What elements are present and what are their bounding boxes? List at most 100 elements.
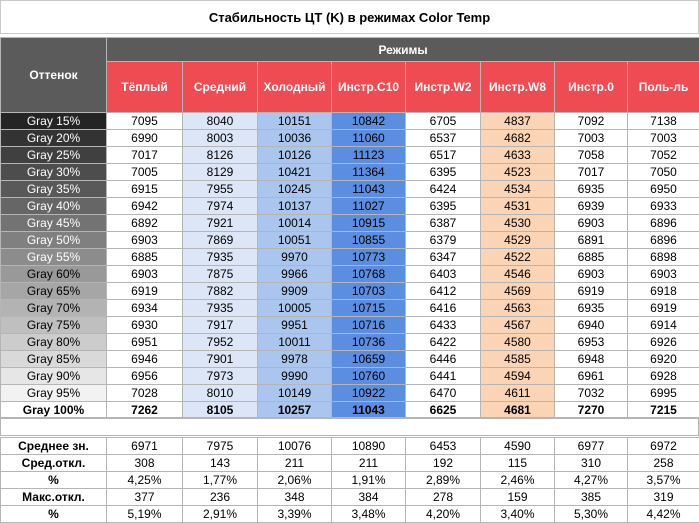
value-cell: 6930: [106, 316, 183, 334]
column-header: Средний: [182, 61, 258, 113]
value-cell: 7017: [106, 146, 183, 164]
value-cell: 4530: [480, 214, 555, 232]
value-cell: 7003: [554, 129, 628, 147]
value-cell: 6940: [554, 316, 628, 334]
value-cell: 6885: [554, 248, 628, 266]
separator-cell: [0, 417, 699, 436]
value-cell: 10768: [331, 265, 406, 283]
value-cell: 6395: [405, 197, 481, 215]
stat-value-cell: 2,06%: [257, 471, 332, 489]
value-cell: 6961: [554, 367, 628, 385]
value-cell: 6395: [405, 163, 481, 181]
value-cell: 6441: [405, 367, 481, 385]
stat-value-cell: 6453: [405, 437, 481, 455]
value-cell: 6470: [405, 384, 481, 402]
value-cell: 10257: [257, 401, 332, 419]
column-header: Инстр.0: [554, 61, 628, 113]
value-cell: 6990: [106, 129, 183, 147]
table-row: Gray 55% 6885 7935 9970 10773 6347 4522 6885 689…: [0, 248, 699, 266]
stat-value-cell: 1,91%: [331, 471, 406, 489]
value-cell: 10842: [331, 112, 406, 130]
value-cell: 6416: [405, 299, 481, 317]
stats-table: Среднее зн. 6971 7975 10076 10890 6453 4590 697…: [0, 437, 699, 523]
value-cell: 6948: [554, 350, 628, 368]
value-cell: 6625: [405, 401, 481, 419]
value-cell: 8003: [182, 129, 258, 147]
row-label-header: Оттенок: [0, 37, 107, 113]
value-cell: 10736: [331, 333, 406, 351]
gray-level-label: Gray 60%: [0, 265, 107, 283]
value-cell: 10760: [331, 367, 406, 385]
value-cell: 4531: [480, 197, 555, 215]
gray-level-label: Gray 35%: [0, 180, 107, 198]
gray-level-label: Gray 25%: [0, 146, 107, 164]
group-label-header: Режимы: [105, 37, 699, 62]
value-cell: 6885: [106, 248, 183, 266]
table-row: Gray 90% 6956 7973 9990 10760 6441 4594 6961 692…: [0, 367, 699, 385]
data-table: Gray 15% 7095 8040 10151 10842 6705 4837 7092 71…: [0, 112, 699, 419]
value-cell: 9990: [257, 367, 332, 385]
table-row: Gray 45% 6892 7921 10014 10915 6387 4530 6903 68…: [0, 214, 699, 232]
table-row: Gray 65% 6919 7882 9909 10703 6412 4569 6919 691…: [0, 282, 699, 300]
value-cell: 6446: [405, 350, 481, 368]
table-row: Gray 70% 6934 7935 10005 10715 6416 4563 6935 69…: [0, 299, 699, 317]
stat-value-cell: 4,27%: [554, 471, 628, 489]
stat-value-cell: 236: [182, 488, 258, 506]
value-cell: 7095: [106, 112, 183, 130]
value-cell: 6705: [405, 112, 481, 130]
gray-level-label: Gray 80%: [0, 333, 107, 351]
value-cell: 6919: [106, 282, 183, 300]
stat-value-cell: 4,20%: [405, 505, 481, 523]
stat-value-cell: 4590: [480, 437, 555, 455]
value-cell: 4522: [480, 248, 555, 266]
value-cell: 6928: [627, 367, 699, 385]
stat-value-cell: 377: [106, 488, 183, 506]
value-cell: 6903: [106, 265, 183, 283]
value-cell: 10126: [257, 146, 332, 164]
value-cell: 7028: [106, 384, 183, 402]
value-cell: 4534: [480, 180, 555, 198]
value-cell: 7955: [182, 180, 258, 198]
stat-value-cell: 159: [480, 488, 555, 506]
value-cell: 11123: [331, 146, 406, 164]
value-cell: 7050: [627, 163, 699, 181]
stat-value-cell: 143: [182, 454, 258, 472]
value-cell: 6946: [106, 350, 183, 368]
table-row: Gray 25% 7017 8126 10126 11123 6517 4633 7058 70…: [0, 146, 699, 164]
value-cell: 10014: [257, 214, 332, 232]
value-cell: 4546: [480, 265, 555, 283]
stat-value-cell: 2,91%: [182, 505, 258, 523]
value-cell: 7882: [182, 282, 258, 300]
value-cell: 10703: [331, 282, 406, 300]
table-row: Gray 40% 6942 7974 10137 11027 6395 4531 6939 69…: [0, 197, 699, 215]
stats-row: Среднее зн. 6971 7975 10076 10890 6453 4590 697…: [0, 437, 699, 455]
value-cell: 8040: [182, 112, 258, 130]
column-header: Инстр.C10: [331, 61, 406, 113]
value-cell: 6412: [405, 282, 481, 300]
value-cell: 7973: [182, 367, 258, 385]
stat-label: Макс.откл.: [0, 488, 107, 506]
value-cell: 10421: [257, 163, 332, 181]
value-cell: 6995: [627, 384, 699, 402]
value-cell: 7215: [627, 401, 699, 419]
value-cell: 6537: [405, 129, 481, 147]
stat-value-cell: 3,48%: [331, 505, 406, 523]
gray-level-label: Gray 15%: [0, 112, 107, 130]
value-cell: 6896: [627, 214, 699, 232]
stat-value-cell: 6972: [627, 437, 699, 455]
column-header: Инстр.W2: [405, 61, 481, 113]
value-cell: 7052: [627, 146, 699, 164]
value-cell: 4585: [480, 350, 555, 368]
gray-level-label: Gray 55%: [0, 248, 107, 266]
value-cell: 6950: [627, 180, 699, 198]
value-cell: 10855: [331, 231, 406, 249]
stat-label: %: [0, 505, 107, 523]
value-cell: 7032: [554, 384, 628, 402]
value-cell: 7917: [182, 316, 258, 334]
value-cell: 7875: [182, 265, 258, 283]
stat-value-cell: 192: [405, 454, 481, 472]
value-cell: 7901: [182, 350, 258, 368]
stat-value-cell: 211: [257, 454, 332, 472]
gray-level-label: Gray 45%: [0, 214, 107, 232]
